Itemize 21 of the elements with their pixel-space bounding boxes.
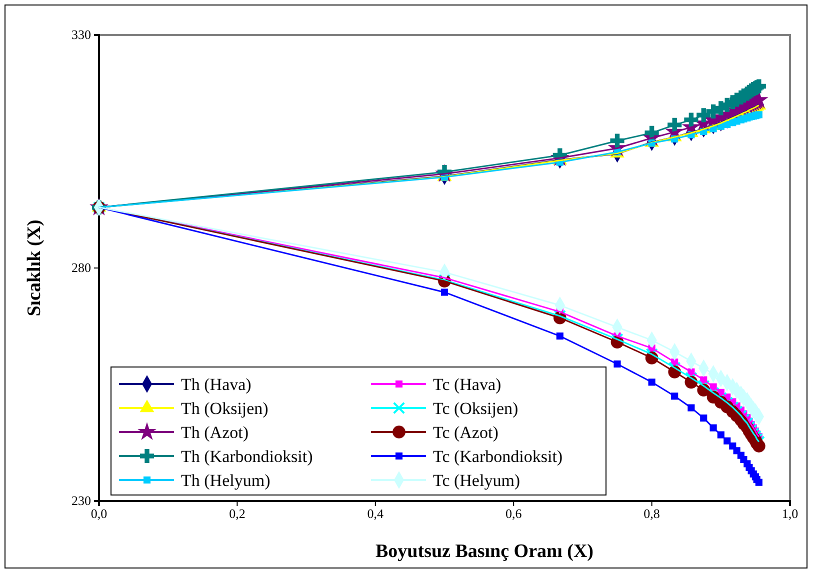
legend-label: Tc (Helyum) (433, 471, 520, 490)
x-tick-label: 0,4 (367, 506, 384, 522)
legend-label: Tc (Azot) (433, 423, 498, 442)
legend-label: Th (Oksijen) (181, 399, 268, 418)
y-tick-label: 280 (72, 260, 91, 276)
legend-label: Tc (Karbondioksit) (433, 447, 563, 466)
legend-label: Th (Azot) (181, 423, 249, 442)
legend-label: Th (Helyum) (181, 471, 270, 490)
x-tick-label: 0,6 (505, 506, 522, 522)
legend-label: Tc (Hava) (433, 375, 502, 394)
legend-label: Th (Karbondioksit) (181, 447, 313, 466)
x-tick-label: 0,0 (90, 506, 108, 522)
x-tick-label: 0,8 (644, 506, 660, 522)
y-tick-label: 230 (72, 493, 91, 508)
legend-label: Th (Hava) (181, 375, 252, 394)
y-tick-label: 330 (72, 27, 91, 42)
legend-label: Tc (Oksijen) (433, 399, 518, 418)
y-axis-title: Sıcaklık (X) (24, 220, 45, 316)
x-axis-title: Boyutsuz Basınç Oranı (X) (376, 541, 594, 562)
x-tick-label: 0,2 (229, 506, 246, 522)
x-tick-label: 1,0 (782, 506, 798, 522)
